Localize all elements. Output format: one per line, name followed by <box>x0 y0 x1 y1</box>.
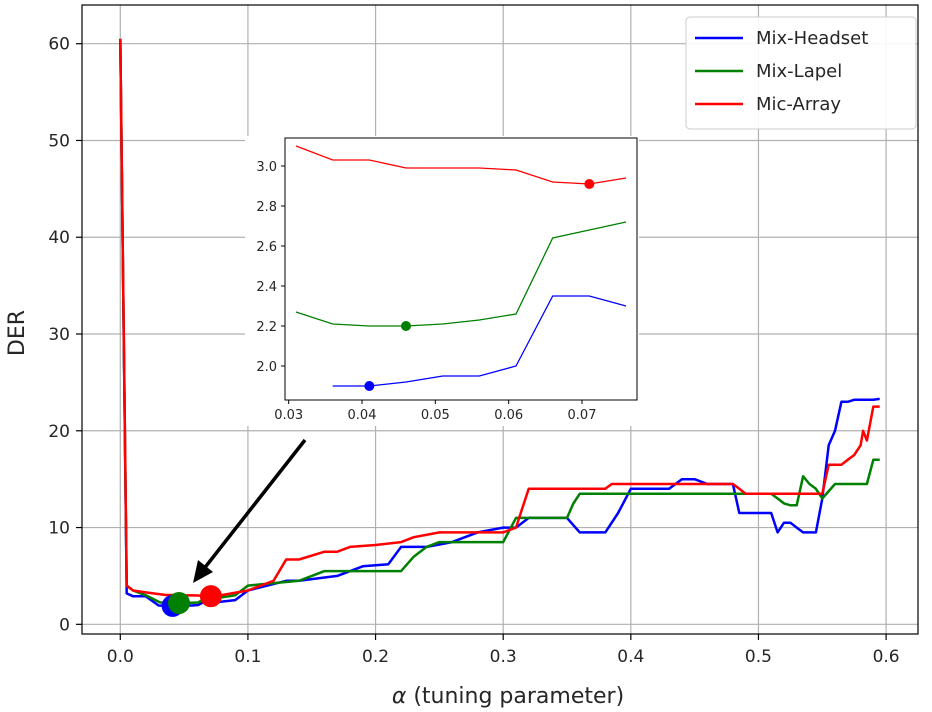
inset-series-line-mic-array <box>295 145 627 185</box>
x-tick-label: 0.0 <box>107 647 134 667</box>
main-minima-markers <box>161 585 222 617</box>
inset-y-tick-label: 2.2 <box>256 320 277 335</box>
minimum-marker-mic-array <box>199 585 222 608</box>
inset-y-tick-label: 2.0 <box>256 360 277 375</box>
inset-series-group <box>295 145 627 387</box>
y-tick-label: 30 <box>48 325 70 345</box>
inset-x-tick-label: 0.03 <box>274 408 303 423</box>
inset-x-tick-label: 0.04 <box>348 408 377 423</box>
minimum-marker-mix-lapel <box>168 592 191 615</box>
x-axis-label-symbol: α <box>392 684 407 709</box>
inset-x-tick-label: 0.07 <box>568 408 597 423</box>
legend-label-mix-headset: Mix-Headset <box>756 28 868 49</box>
y-tick-label: 0 <box>59 615 70 635</box>
y-tick-label: 50 <box>48 131 70 151</box>
main-plot-frame <box>81 4 919 635</box>
inset-y-tick-label: 3.0 <box>256 160 277 175</box>
y-tick-label: 10 <box>48 519 70 539</box>
x-tick-label: 0.5 <box>745 647 772 667</box>
legend: Mix-Headset Mix-Lapel Mic-Array <box>685 16 917 130</box>
inset-zoom: 0.03 0.04 0.05 0.06 0.07 2.0 2.2 2.4 2.6 2.8 3.0 <box>245 136 639 426</box>
inset-x-tick-label: 0.05 <box>421 408 450 423</box>
inset-minimum-marker-mix-headset <box>364 381 375 391</box>
inset-background <box>245 136 639 426</box>
x-tick-label: 0.4 <box>617 647 644 667</box>
inset-minimum-marker-mix-lapel <box>401 321 411 331</box>
y-tick-label: 20 <box>48 422 70 442</box>
y-tick-label: 60 <box>48 35 70 55</box>
inset-series-line-mix-headset <box>332 295 627 387</box>
x-axis-label: α (tuning parameter) <box>392 684 624 709</box>
legend-label-mix-lapel: Mix-Lapel <box>756 61 842 82</box>
legend-box <box>685 16 917 130</box>
arrow-shaft <box>201 438 307 572</box>
inset-y-tick-label: 2.6 <box>256 240 277 255</box>
y-axis-label: DER <box>5 310 30 356</box>
x-tick-label: 0.3 <box>490 647 517 667</box>
inset-frame <box>284 137 638 401</box>
inset-tick-labels: 0.03 0.04 0.05 0.06 0.07 2.0 2.2 2.4 2.6 2.8 3.0 <box>256 160 596 423</box>
zoom-arrow <box>193 438 307 583</box>
x-tick-label: 0.6 <box>873 647 900 667</box>
legend-label-mic-array: Mic-Array <box>756 94 841 115</box>
inset-minimum-marker-mic-array <box>584 179 595 189</box>
inset-series-line-mix-lapel <box>295 221 627 327</box>
x-tick-label: 0.2 <box>362 647 389 667</box>
x-axis-label-text: (tuning parameter) <box>406 684 624 709</box>
x-tick-label: 0.1 <box>234 647 261 667</box>
inset-y-tick-label: 2.8 <box>256 200 277 215</box>
inset-y-tick-label: 2.4 <box>256 280 277 295</box>
arrow-head <box>193 560 213 583</box>
inset-minima-markers <box>364 179 595 391</box>
inset-x-tick-label: 0.06 <box>494 408 523 423</box>
y-tick-label: 40 <box>48 228 70 248</box>
main-tick-labels: 0.0 0.1 0.2 0.3 0.4 0.5 0.6 0 10 20 30 40 50 60 <box>48 35 899 667</box>
